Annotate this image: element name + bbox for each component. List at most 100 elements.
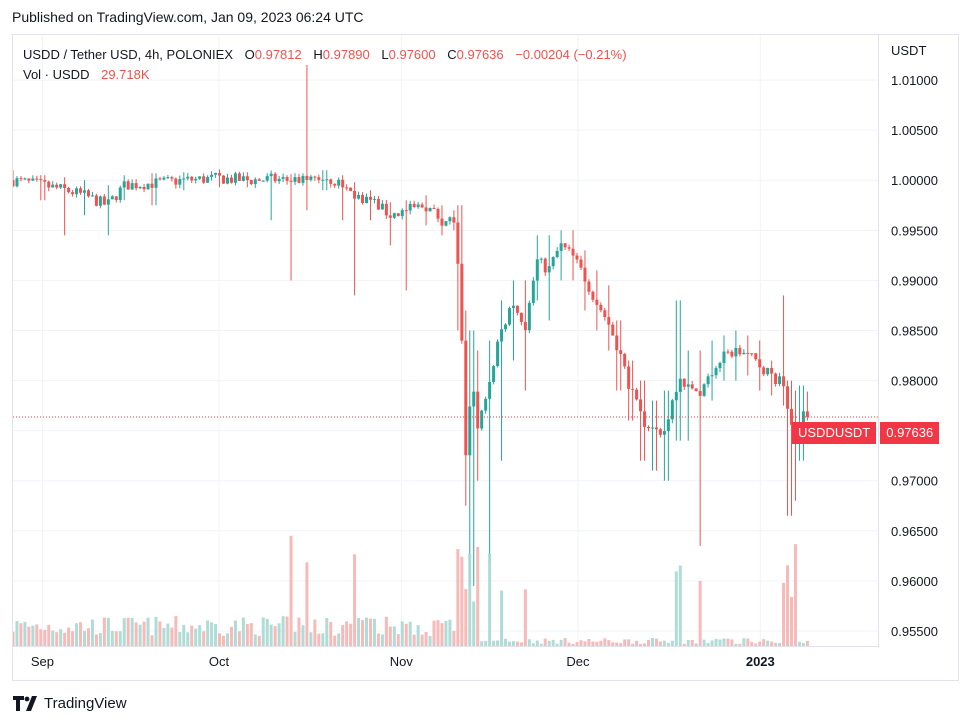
candle-body: [476, 391, 480, 429]
low-value: 0.97600: [388, 47, 436, 62]
volume-bar: [416, 625, 420, 646]
volume-bar: [372, 618, 376, 646]
candle-body: [361, 194, 365, 203]
volume-bar: [285, 616, 289, 646]
candle-body: [531, 280, 535, 303]
candle-body: [150, 183, 154, 188]
volume-bar: [797, 641, 801, 646]
candle-body: [158, 178, 162, 180]
volume-bar: [635, 640, 639, 646]
volume-bar: [504, 638, 508, 646]
volume-bar: [35, 624, 39, 646]
candle-body: [742, 352, 746, 355]
candle-body: [309, 176, 313, 180]
candle-body: [595, 299, 599, 305]
symbol-title[interactable]: USDD / Tether USD, 4h, POLONIEX: [23, 47, 233, 62]
volume-bar: [361, 620, 365, 646]
volume-bar: [102, 617, 106, 646]
volume-bar: [615, 642, 619, 646]
volume-bar: [146, 617, 150, 646]
y-tick-label: 0.96000: [891, 574, 938, 589]
volume-bar: [754, 643, 758, 646]
candle-body: [174, 178, 178, 185]
candle-body: [547, 266, 551, 273]
candle-body: [635, 389, 639, 400]
volume-bar: [261, 617, 265, 646]
close-value: 0.97636: [456, 47, 504, 62]
candle-body: [702, 384, 706, 396]
volume-bar: [380, 634, 384, 646]
candle-body: [146, 183, 150, 190]
volume-bar: [456, 549, 460, 646]
candle-body: [138, 187, 142, 189]
candle-body: [591, 291, 595, 300]
volume-bar: [337, 633, 341, 646]
volume-bar: [309, 632, 313, 646]
candle-body: [603, 310, 607, 318]
candle-body: [480, 410, 484, 429]
candle-body: [666, 419, 670, 432]
candle-body: [269, 173, 273, 177]
volume-bar: [591, 641, 595, 646]
volume-bar: [47, 624, 51, 646]
high-label: H: [313, 47, 323, 62]
candle-body: [94, 195, 98, 206]
volume-bar: [523, 589, 527, 646]
volume-bar: [766, 640, 770, 646]
y-axis-currency: USDT: [891, 43, 927, 58]
volume-bar: [86, 628, 90, 646]
candle-body: [734, 347, 738, 357]
candle-body: [289, 180, 293, 182]
volume-bar: [110, 631, 114, 646]
candle-body: [384, 203, 388, 216]
volume-bar: [496, 640, 500, 646]
candle-body: [472, 391, 476, 407]
candle-body: [623, 354, 627, 367]
volume-bar: [575, 642, 579, 646]
candle-body: [416, 204, 420, 208]
volume-label[interactable]: Vol · USDD: [23, 67, 90, 82]
candle-body: [420, 204, 424, 208]
candle-body: [102, 196, 106, 205]
candle-body: [19, 178, 23, 180]
volume-bar: [555, 643, 559, 646]
y-tick-label: 1.01000: [891, 73, 938, 88]
tradingview-brand[interactable]: TradingView: [12, 693, 127, 713]
candle-body: [229, 177, 233, 183]
price-chart[interactable]: 1.01000 1.00500 1.00000 0.99500 0.99000 0.985…: [13, 35, 958, 680]
volume-bar: [150, 635, 154, 646]
candle-body: [225, 177, 229, 184]
candle-body: [488, 381, 492, 399]
volume-bar: [15, 620, 19, 646]
candle-body: [496, 341, 500, 367]
volume-bar: [265, 618, 269, 646]
volume-bar: [412, 634, 416, 646]
candle-body: [801, 411, 805, 424]
candle-body: [714, 368, 718, 376]
volume-bar: [178, 632, 182, 646]
candle-body: [782, 376, 786, 387]
volume-bar: [758, 641, 762, 646]
volume-bar: [82, 630, 86, 646]
plot-area[interactable]: [13, 35, 879, 647]
volume-bar: [778, 643, 782, 646]
volume-bar: [428, 635, 432, 646]
candle-body: [31, 178, 35, 181]
candle-body: [154, 178, 158, 188]
volume-bar: [162, 627, 166, 646]
chart-frame[interactable]: 1.01000 1.00500 1.00000 0.99500 0.99000 0.985…: [12, 34, 959, 681]
candle-body: [297, 177, 301, 183]
volume-bar: [289, 535, 293, 646]
volume-bar: [396, 634, 400, 646]
candle-body: [35, 178, 39, 180]
volume-bar: [249, 623, 253, 646]
volume-bar: [774, 642, 778, 646]
candle-body: [456, 222, 460, 264]
volume-bar: [543, 638, 547, 646]
candle-body: [329, 179, 333, 184]
candle-body: [376, 198, 380, 210]
candle-body: [257, 179, 261, 181]
volume-bar: [190, 625, 194, 646]
candle-body: [245, 176, 249, 181]
volume-bar: [23, 621, 27, 646]
